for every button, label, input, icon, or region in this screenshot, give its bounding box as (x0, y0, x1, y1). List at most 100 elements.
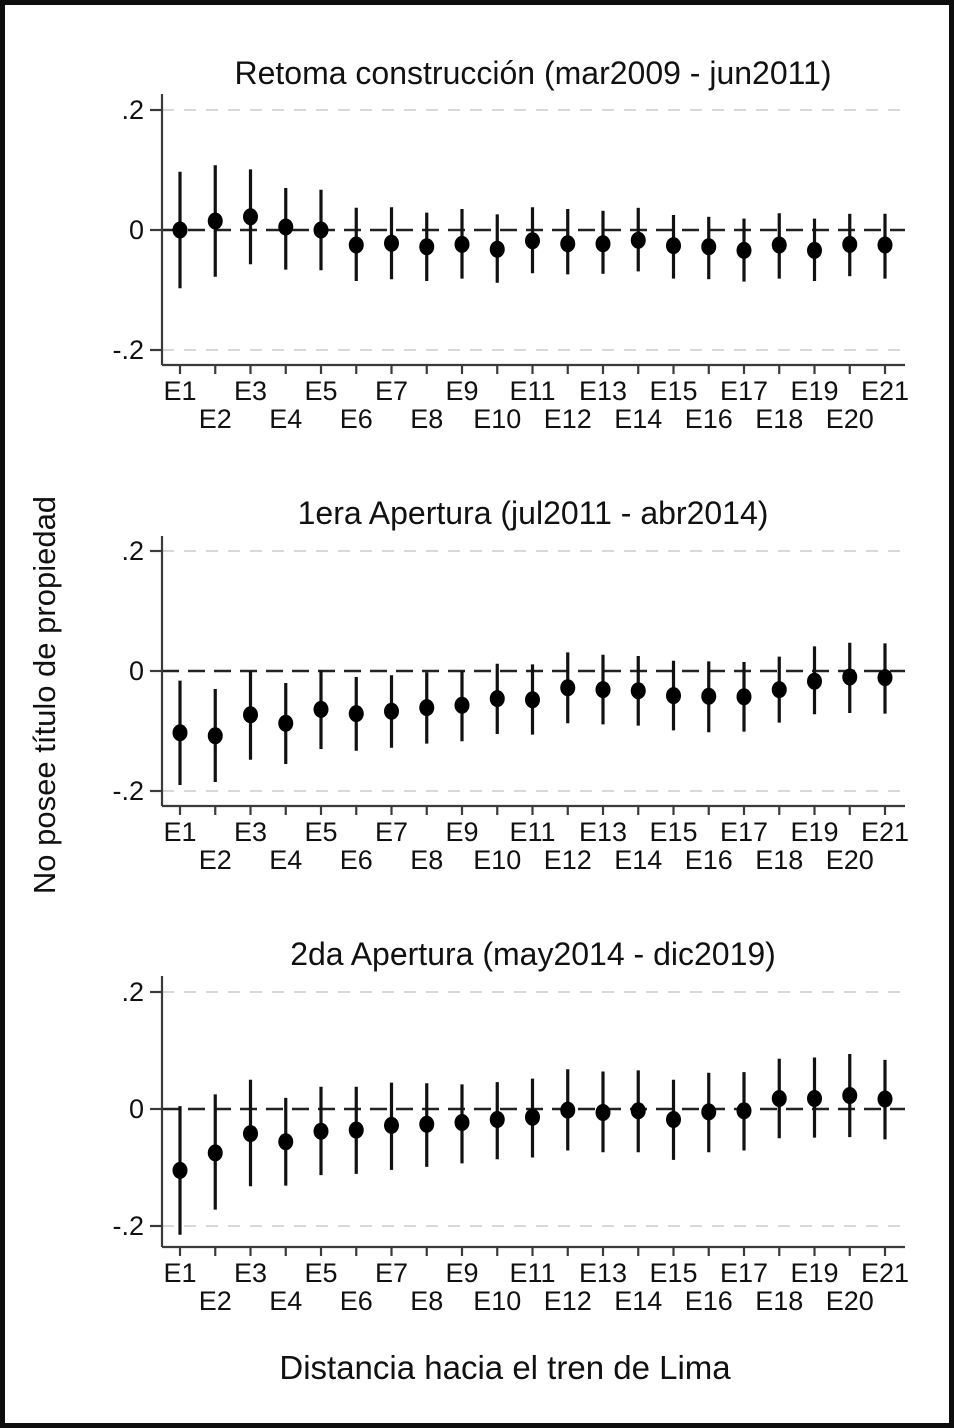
point-estimate (207, 727, 223, 745)
x-tick-label: E6 (340, 1286, 373, 1316)
point-estimate (877, 669, 893, 687)
x-tick-label: E8 (410, 1286, 443, 1316)
point-estimate (525, 691, 540, 709)
x-tick-label: E20 (826, 1286, 874, 1316)
point-estimate (384, 1116, 399, 1134)
point-estimate (348, 705, 364, 723)
point-estimate (842, 668, 858, 686)
point-estimate (701, 687, 717, 705)
panel-3-title: 2da Apertura (may2014 - dic2019) (290, 936, 776, 972)
x-tick-label: E19 (790, 817, 838, 847)
x-tick-label: E5 (304, 376, 337, 406)
x-tick-label: E12 (544, 404, 592, 434)
x-tick-label: E6 (340, 404, 373, 434)
point-estimate (454, 696, 470, 714)
x-tick-label: E18 (755, 845, 803, 875)
x-tick-label: E7 (375, 1258, 408, 1288)
x-tick-label: E21 (861, 817, 909, 847)
x-tick-label: E5 (304, 817, 337, 847)
x-tick-label: E10 (473, 1286, 521, 1316)
x-tick-label: E16 (685, 845, 733, 875)
point-estimate (595, 681, 611, 699)
x-tick-label: E14 (614, 845, 662, 875)
point-estimate (348, 236, 364, 254)
point-estimate (207, 1144, 223, 1162)
x-tick-label: E20 (826, 404, 874, 434)
x-tick-label: E12 (544, 1286, 592, 1316)
x-tick-label: E10 (473, 845, 521, 875)
x-tick-label: E9 (445, 817, 478, 847)
y-tick-label: 0 (129, 1094, 144, 1124)
point-estimate (419, 699, 435, 717)
point-estimate (489, 1111, 505, 1129)
y-tick-label: .2 (121, 95, 144, 125)
y-tick-label: .2 (121, 536, 144, 566)
y-axis-title: No posee título de propiedad (27, 495, 62, 895)
point-estimate (454, 235, 470, 253)
point-estimate (172, 221, 188, 239)
point-estimate (771, 681, 787, 699)
x-tick-label: E9 (445, 1258, 478, 1288)
x-tick-label: E16 (685, 1286, 733, 1316)
x-tick-label: E12 (544, 845, 592, 875)
point-estimate (172, 724, 188, 742)
x-tick-label: E17 (720, 817, 768, 847)
point-estimate (771, 236, 787, 254)
x-tick-label: E3 (234, 817, 267, 847)
x-tick-label: E9 (445, 376, 478, 406)
x-tick-label: E19 (790, 1258, 838, 1288)
point-estimate (842, 1087, 858, 1105)
point-estimate (243, 706, 258, 724)
x-tick-label: E2 (199, 404, 232, 434)
x-tick-label: E21 (861, 1258, 909, 1288)
x-tick-label: E5 (304, 1258, 337, 1288)
point-estimate (313, 1122, 329, 1140)
point-estimate (278, 1133, 294, 1151)
point-estimate (560, 235, 576, 253)
x-tick-label: E18 (755, 1286, 803, 1316)
point-estimate (630, 231, 646, 249)
point-estimate (736, 688, 752, 706)
x-tick-label: E3 (234, 376, 267, 406)
x-tick-label: E15 (649, 817, 697, 847)
point-estimate (595, 235, 611, 253)
x-tick-label: E1 (163, 376, 196, 406)
point-estimate (525, 232, 540, 250)
point-estimate (630, 1102, 646, 1120)
x-tick-label: E19 (790, 376, 838, 406)
point-estimate (419, 238, 435, 256)
y-tick-label: -.2 (112, 1211, 144, 1241)
point-estimate (877, 1090, 893, 1108)
x-tick-label: E17 (720, 376, 768, 406)
x-tick-label: E11 (509, 376, 555, 406)
x-tick-label: E20 (826, 845, 874, 875)
point-estimate (666, 1111, 681, 1129)
point-estimate (419, 1115, 435, 1133)
panel-2-title: 1era Apertura (jul2011 - abr2014) (298, 495, 769, 531)
panel-1-plot: .20-.2E1E2E3E4E5E6E7E8E9E10E11E12E13E14E… (112, 94, 909, 434)
point-estimate (384, 234, 399, 252)
point-estimate (807, 1089, 822, 1107)
point-estimate (771, 1089, 787, 1107)
point-estimate (701, 1103, 717, 1121)
y-tick-label: 0 (129, 656, 144, 686)
x-tick-label: E4 (269, 1286, 302, 1316)
point-estimate (630, 682, 646, 700)
point-estimate (348, 1121, 364, 1139)
point-estimate (877, 236, 893, 254)
y-tick-label: .2 (121, 977, 144, 1007)
point-estimate (701, 238, 717, 256)
y-tick-label: -.2 (112, 776, 144, 806)
x-tick-label: E1 (163, 817, 196, 847)
point-estimate (736, 1102, 752, 1120)
x-tick-label: E7 (375, 817, 408, 847)
x-tick-label: E4 (269, 404, 302, 434)
x-tick-label: E14 (614, 404, 662, 434)
point-estimate (313, 221, 329, 239)
x-tick-label: E10 (473, 404, 521, 434)
point-estimate (243, 1125, 258, 1143)
point-estimate (207, 212, 223, 230)
x-tick-label: E17 (720, 1258, 768, 1288)
point-estimate (489, 240, 505, 258)
